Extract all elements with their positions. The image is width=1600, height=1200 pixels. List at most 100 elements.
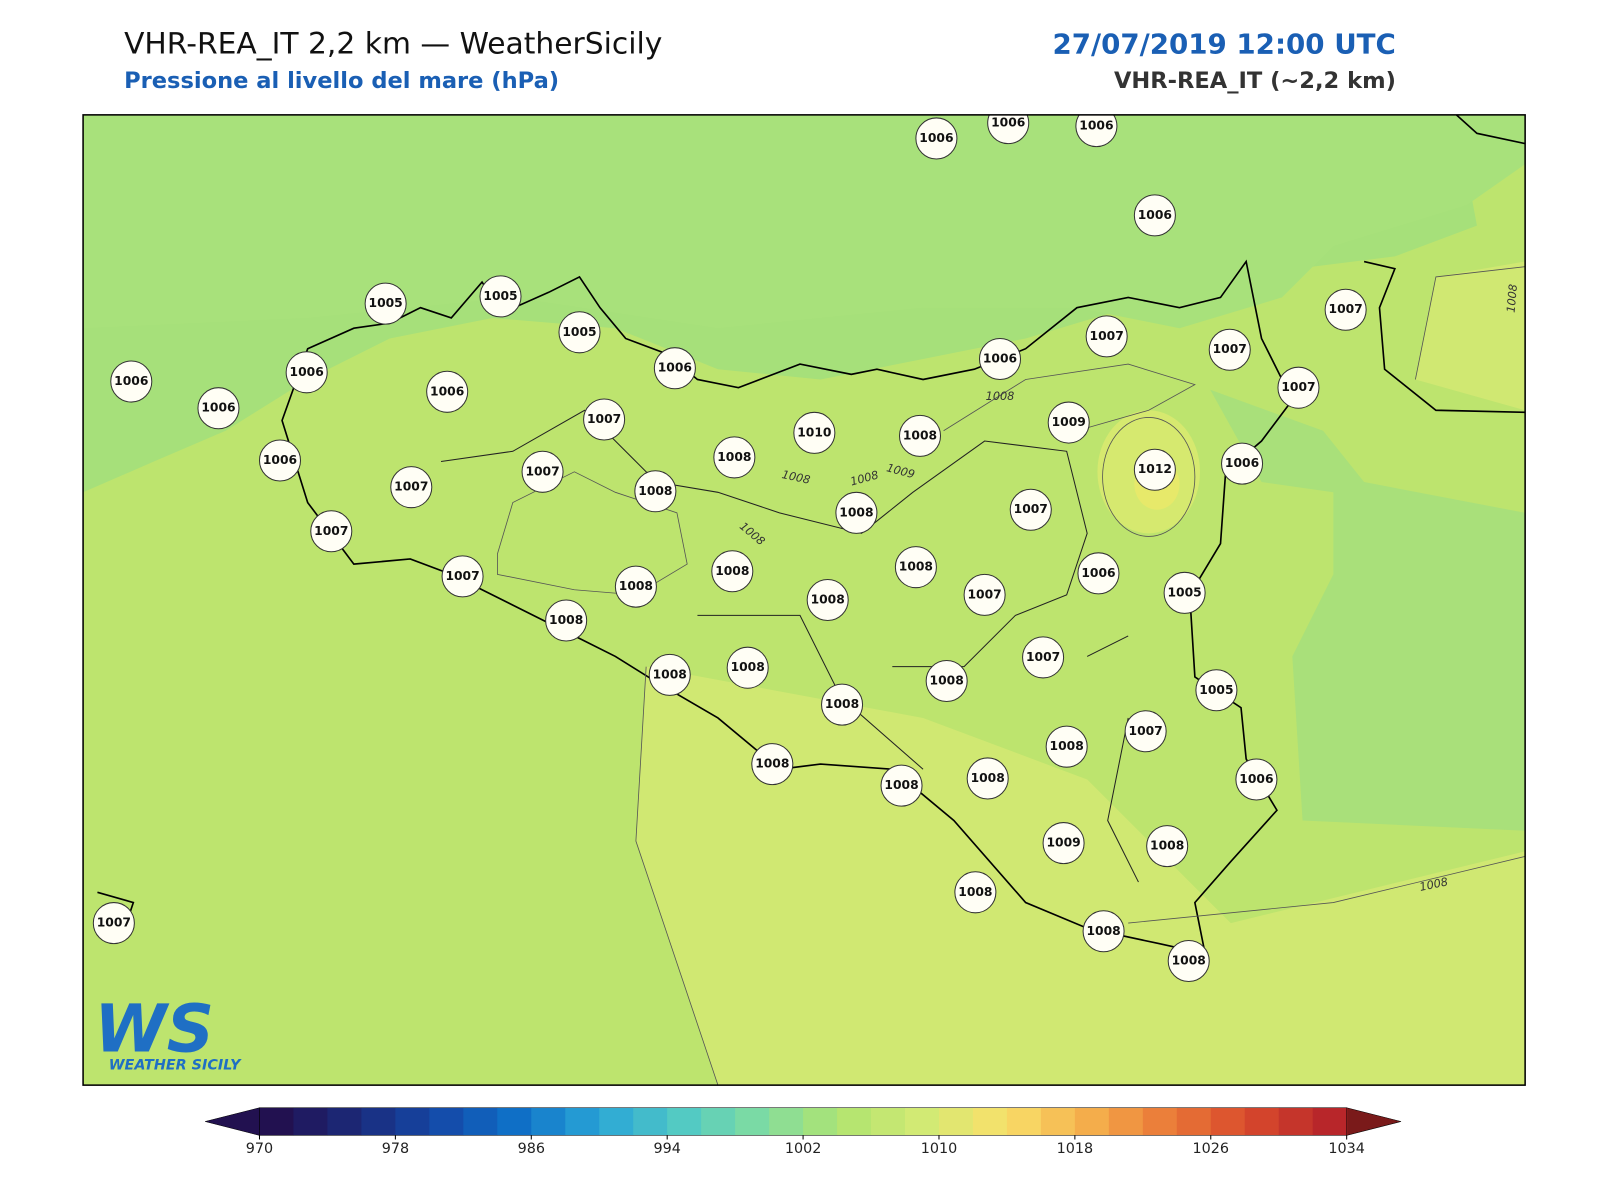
station-value: 1008 (811, 593, 845, 607)
station-marker (648, 653, 691, 696)
station-marker (1163, 571, 1206, 614)
station-marker (545, 599, 588, 642)
station-value: 1007 (1213, 342, 1247, 356)
colorbar-band (667, 1107, 702, 1136)
station-marker (614, 565, 657, 608)
station-value: 1008 (638, 484, 672, 498)
colorbar-band (429, 1107, 464, 1136)
station-value: 1008 (717, 450, 751, 464)
station-marker (390, 466, 433, 509)
station-value: 1007 (1281, 380, 1315, 394)
colorbar-band (327, 1107, 362, 1136)
colorbar-band (1244, 1107, 1280, 1136)
colorbar-tick-label: 978 (382, 1141, 409, 1157)
station-marker (1133, 194, 1176, 237)
colorbar-band (1176, 1107, 1212, 1136)
station-marker (1077, 552, 1120, 595)
station-marker (310, 510, 353, 553)
colorbar-band (1278, 1107, 1314, 1136)
contour-label: 1008 (1418, 875, 1449, 894)
station-marker (966, 757, 1009, 800)
colorbar-band (1108, 1107, 1144, 1136)
colorbar-tick-label: 1018 (1057, 1141, 1094, 1157)
colorbar-extend-low (205, 1107, 260, 1136)
colorbar-band (769, 1107, 804, 1136)
station-marker (963, 573, 1006, 616)
station-marker (1133, 448, 1176, 491)
colorbar-band (1040, 1107, 1076, 1136)
station-marker (1208, 328, 1251, 371)
station-marker (1009, 488, 1052, 531)
high-south (635, 666, 1526, 1086)
station-marker (197, 387, 240, 430)
station-value: 1007 (445, 569, 479, 583)
station-marker (978, 337, 1022, 380)
station-marker (1075, 114, 1118, 148)
date: 27/07/2019 12:00 UTC (1052, 27, 1395, 60)
station-value: 1009 (1052, 415, 1086, 429)
model: VHR-REA_IT (~2,2 km) (1114, 68, 1396, 94)
colorbar: 970 978 986 994 1002 1010 1018 1026 1034 (205, 1107, 1402, 1157)
station-marker (1085, 315, 1128, 358)
colorbar-band (497, 1107, 532, 1136)
title: VHR-REA_IT 2,2 km — WeatherSicily (124, 26, 662, 61)
colorbar-tick-label: 1002 (785, 1141, 822, 1157)
station-value: 1007 (97, 916, 131, 930)
station-marker (1146, 825, 1189, 868)
colorbar-band (837, 1107, 872, 1136)
station-value: 1008 (971, 771, 1005, 785)
station-marker (1221, 442, 1264, 485)
station-value: 1006 (1138, 208, 1172, 222)
colorbar-band (803, 1107, 838, 1136)
station-marker (925, 660, 968, 703)
station-marker (1022, 636, 1065, 679)
station-value: 1007 (967, 587, 1001, 601)
station-value: 1007 (1026, 650, 1060, 664)
colorbar-band (938, 1107, 974, 1136)
station-marker (711, 550, 754, 593)
station-value: 1008 (731, 660, 765, 674)
station-marker (1167, 940, 1210, 983)
station-value: 1007 (394, 480, 428, 494)
logo-text: WEATHER SICILY (109, 1058, 242, 1074)
station-value: 1008 (958, 885, 992, 899)
station-marker (479, 275, 522, 318)
station-value: 1007 (1129, 724, 1163, 738)
contour-label: 1008 (1505, 284, 1520, 314)
contour-label: 1008 (781, 468, 812, 487)
station-marker (880, 764, 923, 807)
contour-label: 1008 (986, 390, 1015, 403)
station-marker (726, 646, 769, 689)
colorbar-band (905, 1107, 940, 1136)
colorbar-tick-label: 1010 (921, 1141, 958, 1157)
station-marker (634, 470, 677, 513)
station-value: 1006 (1081, 566, 1115, 580)
station-marker (835, 491, 878, 534)
station-value: 1006 (290, 365, 324, 379)
station-value: 1008 (1050, 739, 1084, 753)
station-marker (821, 683, 864, 726)
station-value: 1006 (1225, 456, 1259, 470)
station-value: 1008 (619, 579, 653, 593)
station-value: 1007 (587, 412, 621, 426)
station-marker (426, 370, 469, 413)
colorbar-tick-label: 994 (653, 1141, 680, 1157)
station-value: 1012 (1138, 462, 1172, 476)
colorbar-tick-label: 1026 (1193, 1141, 1230, 1157)
station-marker (1082, 910, 1125, 953)
station-marker (521, 450, 564, 493)
colorbar-band (972, 1107, 1008, 1136)
station-marker (987, 114, 1030, 145)
colorbar-band (361, 1107, 396, 1136)
map-frame (82, 114, 1526, 1086)
colorbar-band (1210, 1107, 1246, 1136)
station-value: 1008 (755, 757, 789, 771)
sea-low-east (1210, 389, 1526, 831)
station-marker (954, 871, 997, 914)
station-value: 1005 (1199, 683, 1233, 697)
station-value: 1005 (369, 296, 403, 310)
station-value: 1008 (1150, 839, 1184, 853)
stations: 1006 1006 1006 1006 1005 1005 1005 1006 1006 1006… (92, 114, 1367, 983)
colorbar-band (633, 1107, 668, 1136)
station-value: 1008 (930, 674, 964, 688)
